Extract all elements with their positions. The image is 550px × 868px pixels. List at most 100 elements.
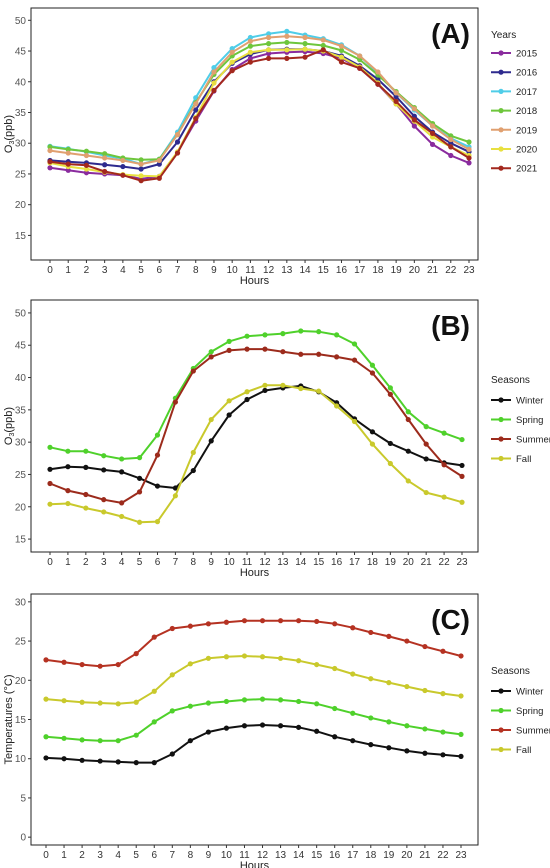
data-point (154, 452, 161, 458)
data-point (422, 643, 428, 650)
data-point (332, 621, 338, 627)
data-point (259, 696, 266, 702)
legend-swatch-point (498, 146, 504, 152)
data-point (298, 328, 304, 334)
data-point (65, 150, 71, 156)
data-point (208, 354, 214, 360)
data-point (208, 416, 214, 423)
data-point (187, 703, 193, 709)
data-point (298, 351, 304, 357)
x-tick-label: 9 (211, 265, 217, 276)
data-point (226, 347, 232, 353)
y-tick-label: 45 (15, 341, 27, 352)
data-point (151, 688, 157, 694)
x-tick-label: 20 (409, 265, 421, 276)
y-tick-label: 15 (15, 715, 27, 726)
series-line (49, 48, 470, 182)
data-point (241, 618, 248, 624)
series-line (49, 35, 470, 166)
data-point (386, 745, 392, 751)
x-tick-label: 17 (347, 850, 359, 861)
x-axis-label: Hours (240, 860, 270, 868)
x-tick-label: 18 (365, 850, 377, 861)
x-tick-label: 17 (349, 557, 361, 568)
x-tick-label: 14 (293, 850, 305, 861)
y-tick-label: 20 (15, 200, 27, 211)
y-tick-label: 30 (15, 438, 27, 449)
data-point (316, 388, 322, 394)
x-tick-label: 6 (151, 850, 157, 861)
data-point (133, 651, 139, 657)
data-point (101, 467, 107, 473)
data-point (205, 729, 211, 735)
data-point (136, 489, 143, 495)
data-point (61, 698, 67, 704)
legend-swatch-point (498, 707, 504, 714)
legend-swatch-point (498, 165, 504, 171)
legend-swatch-point (498, 455, 504, 462)
data-point (332, 665, 338, 672)
x-tick-label: 13 (275, 850, 287, 861)
data-point (429, 141, 436, 148)
data-point (411, 123, 417, 129)
data-point (97, 663, 103, 669)
x-tick-label: 11 (245, 265, 256, 276)
x-tick-label: 5 (137, 557, 143, 568)
data-point (120, 157, 126, 164)
data-point (404, 748, 410, 754)
data-point (83, 464, 89, 470)
data-point (79, 699, 85, 705)
series-line (49, 348, 463, 504)
data-point (151, 760, 157, 766)
legend-swatch-point (498, 436, 504, 442)
data-point (43, 696, 49, 702)
data-point (266, 50, 272, 57)
legend-label: Fall (516, 454, 531, 465)
legend-swatch-point (498, 746, 504, 753)
data-point (241, 697, 248, 703)
data-point (459, 436, 465, 443)
x-tick-label: 3 (97, 850, 103, 861)
y-tick-label: 20 (15, 676, 27, 687)
y-tick-label: 35 (15, 108, 27, 119)
data-point (280, 382, 286, 388)
data-point (120, 163, 126, 170)
series-line (49, 384, 463, 489)
legend-swatch-point (498, 69, 504, 75)
legend-label: Spring (516, 415, 543, 426)
data-point (193, 101, 199, 107)
data-point (266, 41, 272, 47)
data-point (262, 332, 268, 338)
y-axis-label: O3(ppb) (3, 407, 16, 445)
x-tick-label: 11 (242, 557, 253, 568)
data-point (174, 150, 181, 156)
x-tick-label: 15 (311, 850, 323, 861)
data-point (211, 65, 217, 71)
series-line (45, 698, 462, 742)
data-point (172, 485, 178, 491)
data-point (79, 661, 85, 668)
data-point (223, 725, 230, 731)
data-point (47, 480, 53, 487)
data-point (459, 473, 465, 479)
legend-swatch-point (498, 88, 504, 94)
x-tick-label: 9 (206, 850, 212, 861)
data-point (226, 338, 232, 344)
legend-label: 2019 (516, 125, 537, 136)
data-point (83, 148, 90, 154)
y-tick-label: 50 (15, 308, 27, 319)
data-point (115, 701, 121, 707)
data-point (190, 449, 196, 456)
data-point (247, 55, 253, 62)
data-point (262, 382, 268, 388)
x-tick-label: 3 (101, 557, 107, 568)
data-point (351, 341, 358, 347)
legend-label: Winter (516, 687, 543, 698)
data-point (459, 462, 465, 469)
plot-frame (30, 7, 479, 261)
data-point (115, 759, 121, 765)
data-point (187, 738, 193, 744)
series-2021 (47, 47, 472, 184)
data-point (411, 117, 417, 123)
